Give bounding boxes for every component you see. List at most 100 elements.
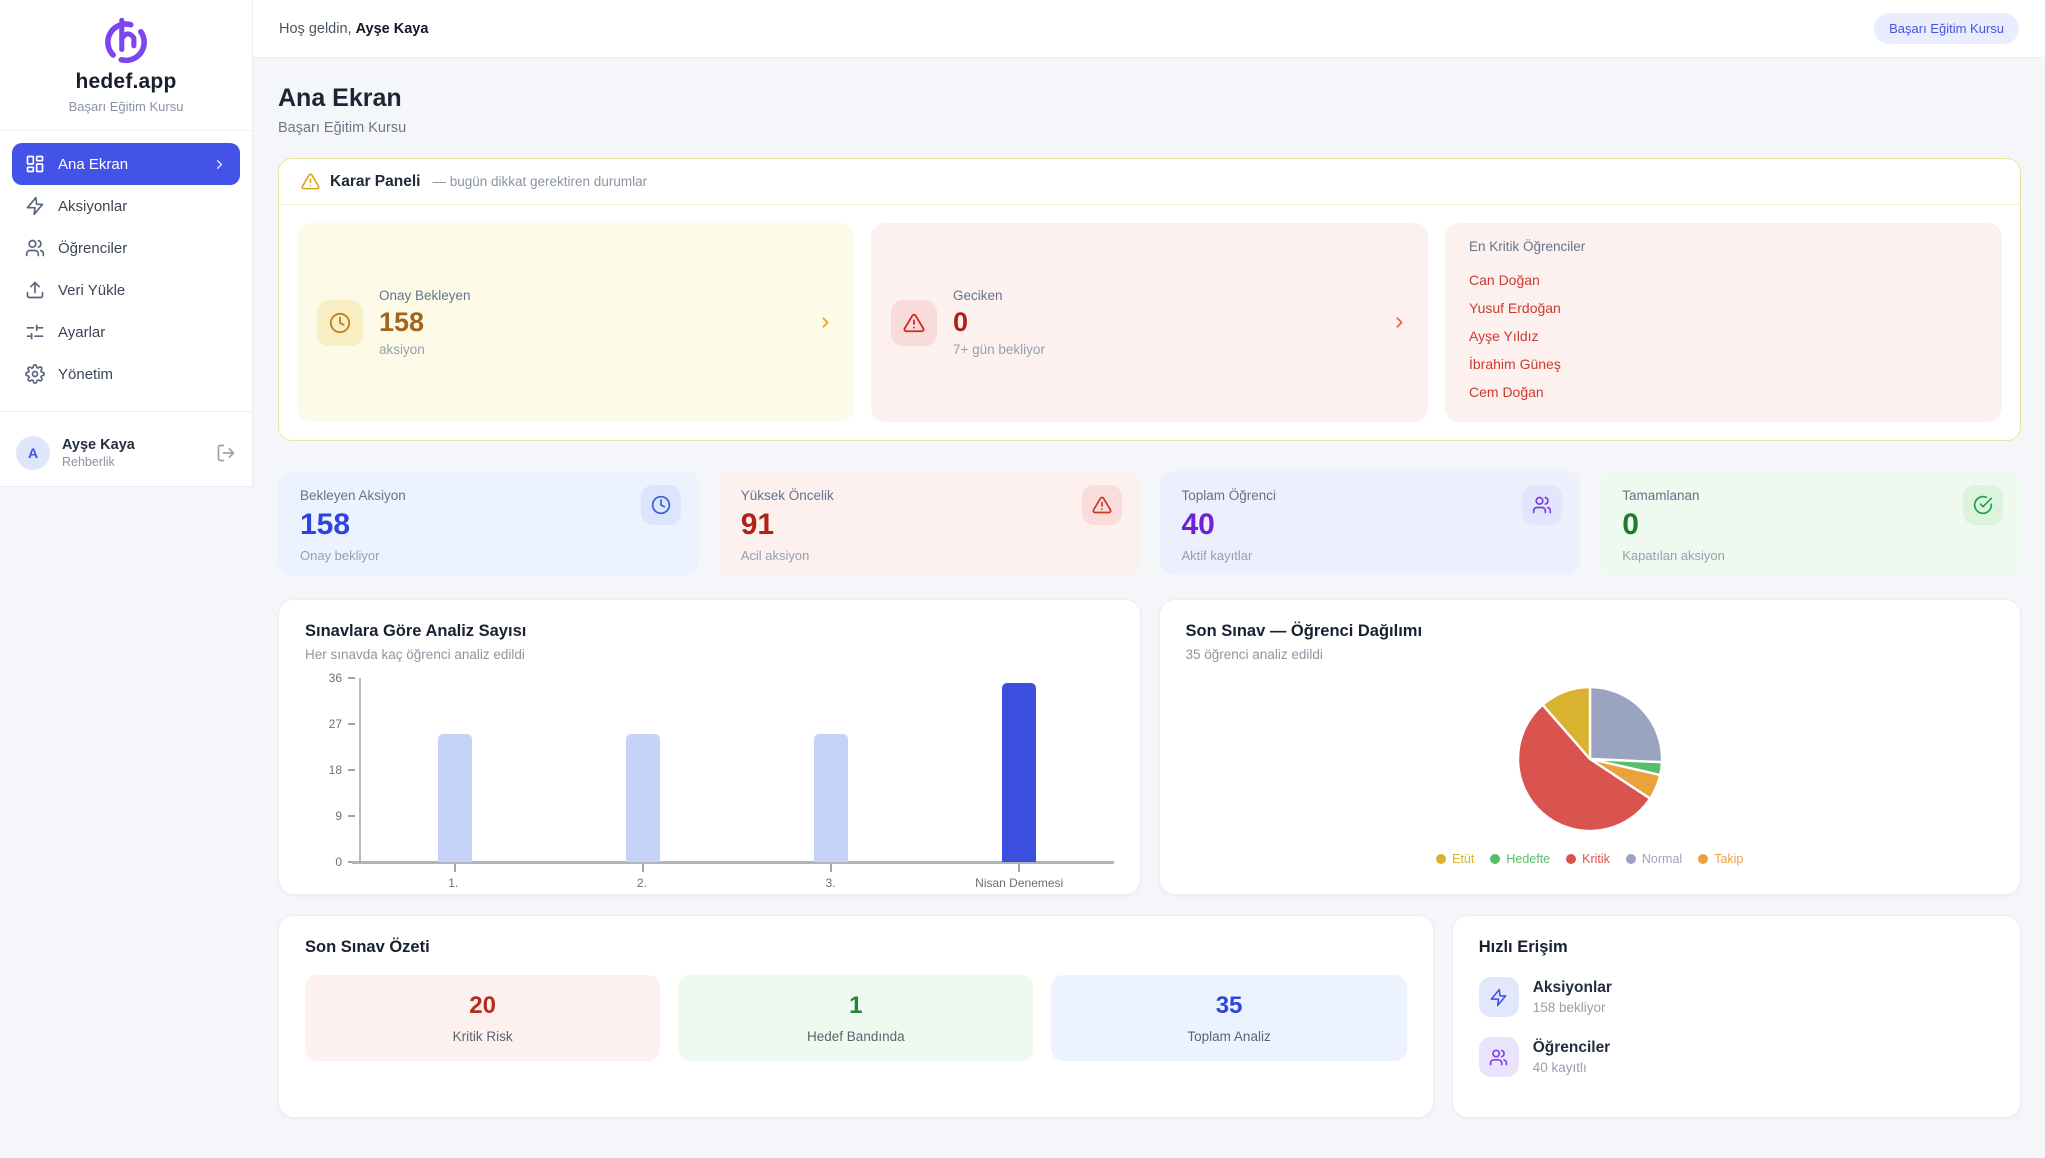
bar-chart-subtitle: Her sınavda kaç öğrenci analiz edildi bbox=[305, 647, 525, 662]
user-name: Ayşe Kaya bbox=[62, 437, 135, 453]
stat-card-tamamlanan: Tamamlanan 0 Kapatılan aksiyon bbox=[1600, 471, 2021, 575]
bar-1. bbox=[438, 734, 473, 862]
x-axis-tick-label: 1. bbox=[448, 876, 459, 890]
sidebar-item-ayarlar[interactable]: Ayarlar bbox=[12, 311, 240, 353]
stat-value: 158 bbox=[300, 508, 351, 541]
quick-access-ogrenciler[interactable]: Öğrenciler 40 kayıtlı bbox=[1478, 1037, 1994, 1077]
bar-chart-plot bbox=[352, 678, 1114, 872]
legend-dot bbox=[1490, 854, 1501, 864]
bar-chart-card: Sınavlara Göre Analiz Sayısı Her sınavda… bbox=[278, 599, 1141, 895]
users-icon bbox=[1478, 1037, 1519, 1077]
pie-slice-Normal bbox=[1588, 685, 1663, 764]
sidebar-item-yonetim[interactable]: Yönetim bbox=[12, 353, 240, 395]
zap-icon bbox=[1478, 977, 1519, 1017]
quick-access-card: Hızlı Erişim Aksiyonlar 158 bekliyor bbox=[1451, 915, 2021, 1118]
quick-label: Öğrenciler bbox=[1532, 1039, 1611, 1056]
card-sub: aksiyon bbox=[379, 342, 425, 357]
legend-item-Kritik: Kritik bbox=[1566, 852, 1610, 866]
stat-label: Tamamlanan bbox=[1622, 488, 1700, 503]
critical-student-name[interactable]: İbrahim Güneş bbox=[1469, 356, 1561, 372]
critical-student-name[interactable]: Can Doğan bbox=[1469, 272, 1540, 288]
sidebar-panel: hedef.app Başarı Eğitim Kursu Ana Ekran … bbox=[0, 0, 253, 487]
pending-approval-card[interactable]: Onay Bekleyen 158 aksiyon bbox=[297, 223, 854, 422]
sidebar-item-aksiyonlar[interactable]: Aksiyonlar bbox=[12, 185, 240, 227]
critical-student-name[interactable]: Yusuf Erdoğan bbox=[1469, 300, 1561, 316]
decision-panel-header: Karar Paneli — bugün dikkat gerektiren d… bbox=[279, 159, 2020, 205]
hedef-logo-icon bbox=[105, 17, 147, 64]
bar-chart: 0 9 18 27 36 1. 2. 3. Nisan Denemesi bbox=[305, 671, 1114, 890]
sidebar-item-veri-yukle[interactable]: Veri Yükle bbox=[12, 269, 240, 311]
quick-access-aksiyonlar[interactable]: Aksiyonlar 158 bekliyor bbox=[1478, 977, 1994, 1017]
overdue-card[interactable]: Geciken 0 7+ gün bekliyor bbox=[871, 223, 1428, 422]
decision-panel-title: Karar Paneli bbox=[330, 172, 421, 190]
y-axis-tick bbox=[348, 861, 355, 863]
sidebar-item-ogrenciler[interactable]: Öğrenciler bbox=[12, 227, 240, 269]
y-axis-tick bbox=[348, 723, 355, 725]
summary-value: 1 bbox=[849, 992, 863, 1019]
charts-row: Sınavlara Göre Analiz Sayısı Her sınavda… bbox=[278, 599, 2021, 895]
pie-chart bbox=[1516, 685, 1663, 833]
stat-card-bekleyen-aksiyon: Bekleyen Aksiyon 158 Onay bekliyor bbox=[278, 471, 699, 575]
divider bbox=[0, 130, 252, 131]
chevron-right-icon bbox=[216, 159, 223, 169]
warning-triangle-icon bbox=[301, 173, 320, 190]
critical-students-list: Can Doğan Yusuf Erdoğan Ayşe Yıldız İbrahim… bbox=[1469, 266, 1978, 406]
summary-label: Hedef Bandında bbox=[807, 1029, 905, 1044]
upload-icon bbox=[26, 281, 44, 299]
sidebar-item-label: Öğrenciler bbox=[58, 239, 128, 257]
y-axis-tick-label: 18 bbox=[328, 763, 342, 777]
user-role: Rehberlik bbox=[62, 455, 115, 469]
summary-card-toplam-analiz: 35 Toplam Analiz bbox=[1051, 975, 1407, 1061]
users-icon bbox=[1522, 485, 1563, 525]
sidebar-item-label: Veri Yükle bbox=[58, 281, 126, 299]
stat-sub: Kapatılan aksiyon bbox=[1622, 548, 1725, 563]
stat-label: Yüksek Öncelik bbox=[740, 488, 834, 503]
brand-name: hedef.app bbox=[75, 70, 177, 93]
stat-label: Bekleyen Aksiyon bbox=[300, 488, 406, 503]
sidebar-item-label: Ayarlar bbox=[58, 323, 106, 341]
y-axis-tick-label: 9 bbox=[335, 809, 342, 823]
sidebar-item-ana-ekran[interactable]: Ana Ekran bbox=[12, 143, 240, 185]
brand-subtitle: Başarı Eğitim Kursu bbox=[68, 99, 184, 114]
warning-triangle-icon bbox=[891, 299, 937, 346]
x-axis-tick-label: 2. bbox=[636, 876, 647, 890]
page-subtitle: Başarı Eğitim Kursu bbox=[278, 120, 407, 136]
stat-sub: Aktif kayıtlar bbox=[1181, 548, 1253, 563]
decision-panel-subtitle: — bugün dikkat gerektiren durumlar bbox=[432, 174, 648, 189]
avatar: A bbox=[16, 436, 50, 470]
stat-sub: Onay bekliyor bbox=[300, 548, 380, 563]
critical-student-name[interactable]: Cem Doğan bbox=[1469, 384, 1544, 400]
zap-icon bbox=[26, 196, 44, 216]
critical-student-name[interactable]: Ayşe Yıldız bbox=[1469, 328, 1539, 344]
sliders-icon bbox=[26, 324, 44, 340]
user-card: A Ayşe Kaya Rehberlik bbox=[0, 424, 252, 476]
legend-label: Normal bbox=[1641, 852, 1683, 866]
critical-students-title: En Kritik Öğrenciler bbox=[1469, 239, 1586, 254]
org-badge: Başarı Eğitim Kursu bbox=[1874, 13, 2019, 44]
page-title: Ana Ekran bbox=[278, 84, 402, 112]
x-axis-tick bbox=[1018, 864, 1021, 872]
critical-students-card: En Kritik Öğrenciler Can Doğan Yusuf Erdo… bbox=[1445, 223, 2002, 422]
summary-card-kritik-risk: 20 Kritik Risk bbox=[305, 975, 661, 1061]
sidebar-item-label: Yönetim bbox=[58, 365, 114, 383]
summary-value: 35 bbox=[1215, 992, 1243, 1019]
x-axis-tick-label: Nisan Denemesi bbox=[975, 876, 1064, 890]
y-axis-tick-label: 36 bbox=[328, 671, 342, 685]
legend-item-Normal: Normal bbox=[1625, 852, 1683, 866]
bar-chart-baseline bbox=[352, 860, 1114, 864]
greeting-text: Hoş geldin, Ayşe Kaya bbox=[279, 20, 429, 37]
clock-icon bbox=[317, 299, 363, 346]
card-label: Onay Bekleyen bbox=[379, 288, 471, 303]
quick-sub: 40 kayıtlı bbox=[1532, 1060, 1587, 1075]
sidebar-item-label: Ana Ekran bbox=[58, 155, 129, 173]
gear-icon bbox=[25, 364, 45, 384]
users-icon bbox=[25, 239, 45, 257]
card-sub: 7+ gün bekliyor bbox=[953, 342, 1045, 357]
summary-label: Toplam Analiz bbox=[1187, 1029, 1271, 1044]
stat-value: 0 bbox=[1622, 508, 1639, 541]
chevron-right-icon bbox=[822, 317, 829, 328]
x-axis-tick bbox=[642, 864, 645, 872]
legend-label: Takip bbox=[1714, 852, 1744, 866]
logout-icon[interactable] bbox=[216, 443, 236, 463]
